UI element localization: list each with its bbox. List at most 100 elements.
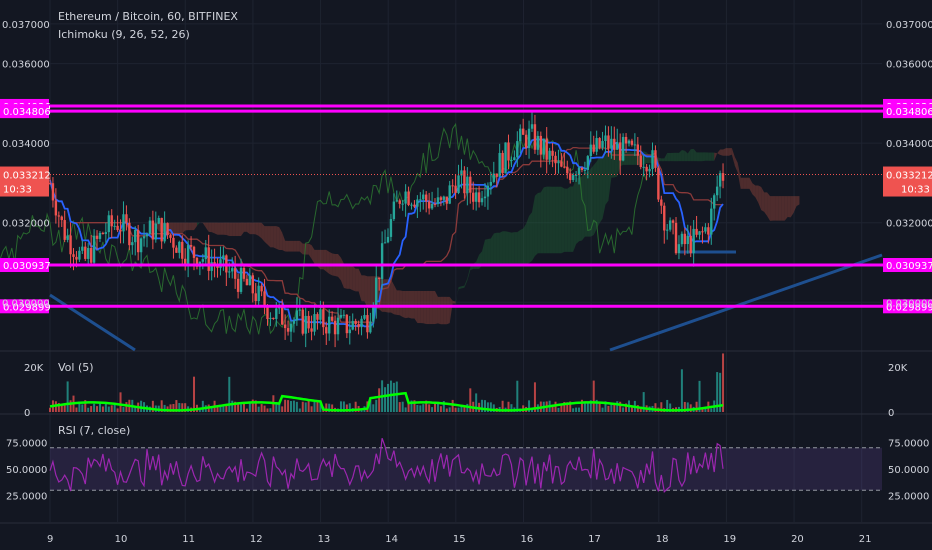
volume-bar	[242, 402, 245, 412]
trend-line-up[interactable]	[609, 253, 883, 352]
symbol-title[interactable]: Ethereum / Bitcoin, 60, BITFINEX	[58, 10, 238, 23]
rsi-tick-label: 50.0000	[888, 465, 929, 476]
cloud-segment	[355, 268, 359, 292]
rsi-label[interactable]: RSI (7, close)	[58, 424, 131, 437]
candle-body	[713, 195, 716, 209]
cloud-segment	[352, 266, 356, 292]
price-level-text: 0.030937	[886, 261, 932, 272]
cloud-segment	[179, 222, 183, 236]
volume-bar	[445, 408, 448, 412]
time-tick-label: 21	[859, 534, 872, 545]
volume-tick-label: 20K	[24, 363, 44, 374]
price-level-text: 0.030937	[3, 261, 51, 272]
candle-body	[377, 277, 381, 279]
volume-bar	[113, 403, 116, 412]
volume-bar	[81, 404, 84, 412]
time-tick-label: 17	[588, 534, 601, 545]
candle-body	[618, 142, 622, 161]
volume-bar	[125, 402, 128, 412]
volume-bar	[554, 401, 557, 412]
volume-bar	[107, 406, 110, 412]
cloud-segment	[361, 275, 365, 302]
volume-tick-label: 0	[24, 408, 30, 419]
cloud-segment	[661, 158, 665, 162]
candle-body	[87, 248, 90, 259]
candle-body	[280, 304, 284, 325]
candle-body	[536, 135, 540, 150]
candle-body	[639, 155, 642, 168]
cloud-segment	[291, 240, 294, 252]
volume-bar	[254, 400, 257, 412]
candle-body	[654, 150, 657, 168]
cloud-segment	[393, 284, 397, 315]
cloud-segment	[232, 222, 236, 237]
cloud-segment	[773, 196, 776, 221]
cloud-segment	[537, 192, 541, 254]
candle-body	[563, 166, 566, 168]
candle-body	[201, 259, 205, 262]
candle-body	[621, 136, 625, 161]
candle-body	[480, 198, 484, 203]
candle-body	[516, 141, 519, 158]
volume-bar	[454, 407, 457, 412]
volume-bar	[425, 400, 428, 412]
cloud-segment	[752, 183, 756, 198]
volume-bar	[551, 404, 554, 412]
cloud-segment	[734, 156, 738, 173]
volume-bar	[251, 399, 254, 412]
cloud-segment	[678, 150, 682, 162]
volume-ma-line	[49, 391, 724, 412]
ichimoku-label[interactable]: Ichimoku (9, 26, 52, 26)	[58, 28, 190, 41]
cloud-segment	[343, 263, 347, 289]
volume-label[interactable]: Vol (5)	[58, 361, 94, 374]
trend-line-down[interactable]	[49, 293, 136, 352]
candle-body	[610, 138, 613, 149]
candle-body	[633, 144, 637, 146]
candle-body	[577, 167, 581, 175]
price-level-tag	[0, 299, 49, 314]
volume-bar	[151, 400, 154, 412]
rsi-tick-label: 75.0000	[6, 439, 47, 450]
volume-bar	[266, 408, 269, 412]
candle-body	[175, 247, 178, 253]
cloud-segment	[205, 222, 209, 232]
volume-bar	[575, 407, 578, 412]
volume-bar	[87, 407, 90, 412]
volume-tick-label: 20K	[888, 363, 908, 374]
cloud-segment	[626, 151, 629, 165]
volume-bar	[328, 403, 331, 412]
cloud-segment	[728, 148, 732, 156]
volume-bar	[84, 400, 87, 412]
candle-body	[674, 222, 678, 254]
volume-bar	[589, 400, 592, 412]
candle-body	[345, 314, 349, 334]
volume-bar	[463, 406, 466, 412]
candle-body	[698, 231, 701, 235]
cloud-segment	[126, 179, 130, 192]
volume-bar	[586, 402, 589, 412]
volume-bar	[501, 400, 504, 412]
volume-bar	[369, 400, 372, 412]
volume-bar	[201, 400, 204, 412]
volume-bar	[669, 403, 672, 412]
time-tick-label: 20	[791, 534, 804, 545]
volume-bar	[222, 406, 225, 412]
candle-body	[110, 215, 113, 227]
volume-bar	[292, 400, 295, 412]
cloud-segment	[326, 249, 330, 274]
volume-bar	[122, 407, 125, 412]
volume-bar	[642, 392, 645, 412]
cloud-segment	[443, 296, 447, 325]
candle-body	[360, 318, 363, 328]
candle-body	[492, 173, 495, 182]
volume-bar	[460, 405, 463, 412]
cloud-segment	[781, 196, 785, 221]
cloud-segment	[558, 186, 562, 254]
candle-body	[680, 233, 684, 245]
cloud-segment	[602, 155, 606, 219]
cloud-segment	[590, 165, 594, 237]
volume-bar	[616, 401, 619, 412]
candle-body	[72, 254, 75, 257]
volume-bar	[287, 400, 290, 412]
